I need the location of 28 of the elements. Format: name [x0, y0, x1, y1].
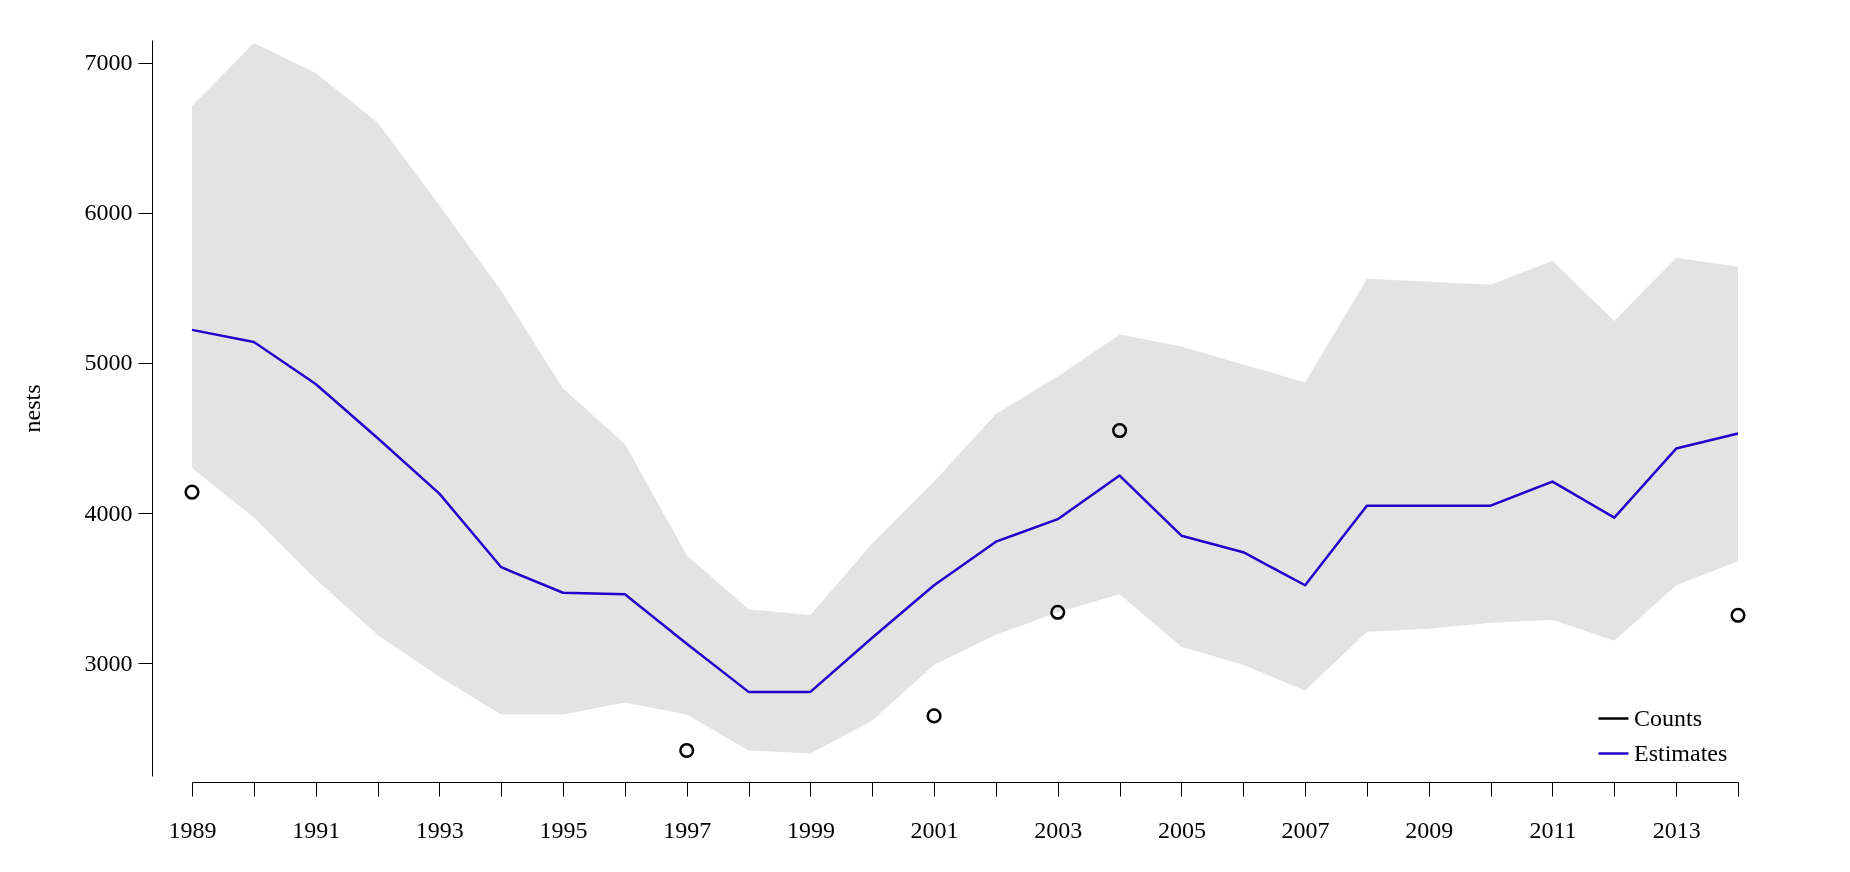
point [1112, 422, 1128, 439]
x-tick-label: 2001 [910, 816, 959, 843]
x-tick-label: 1997 [663, 816, 712, 843]
y-tick-label: 4000 [84, 499, 133, 526]
point [1730, 607, 1746, 623]
point [679, 742, 695, 759]
x-tick-label: 2005 [1157, 816, 1206, 843]
point [926, 708, 942, 724]
legend-label: Counts [1634, 704, 1703, 731]
x-tick-label: 1995 [539, 816, 588, 843]
line-series [190, 328, 1740, 694]
y-tick-label: 7000 [84, 49, 133, 76]
x-tick-label: 1993 [415, 816, 464, 843]
point [184, 484, 200, 500]
legend-label: Estimates [1634, 739, 1728, 766]
x-tick-label: 2007 [1281, 816, 1330, 843]
y-tick-label: 6000 [84, 199, 133, 226]
y-tick-label: 3000 [84, 649, 133, 676]
x-tick-label: 2003 [1034, 816, 1083, 843]
x-tick-label: 2009 [1405, 816, 1454, 843]
y-tick-label: 5000 [84, 349, 133, 376]
point [1050, 604, 1066, 620]
x-tick-label: 2011 [1529, 816, 1577, 843]
x-tick-label: 2013 [1652, 816, 1701, 843]
x-tick-label: 1989 [168, 816, 217, 843]
y-axis-title: nests [18, 384, 45, 433]
x-tick-label: 1999 [786, 816, 835, 843]
x-tick-label: 1991 [292, 816, 341, 843]
